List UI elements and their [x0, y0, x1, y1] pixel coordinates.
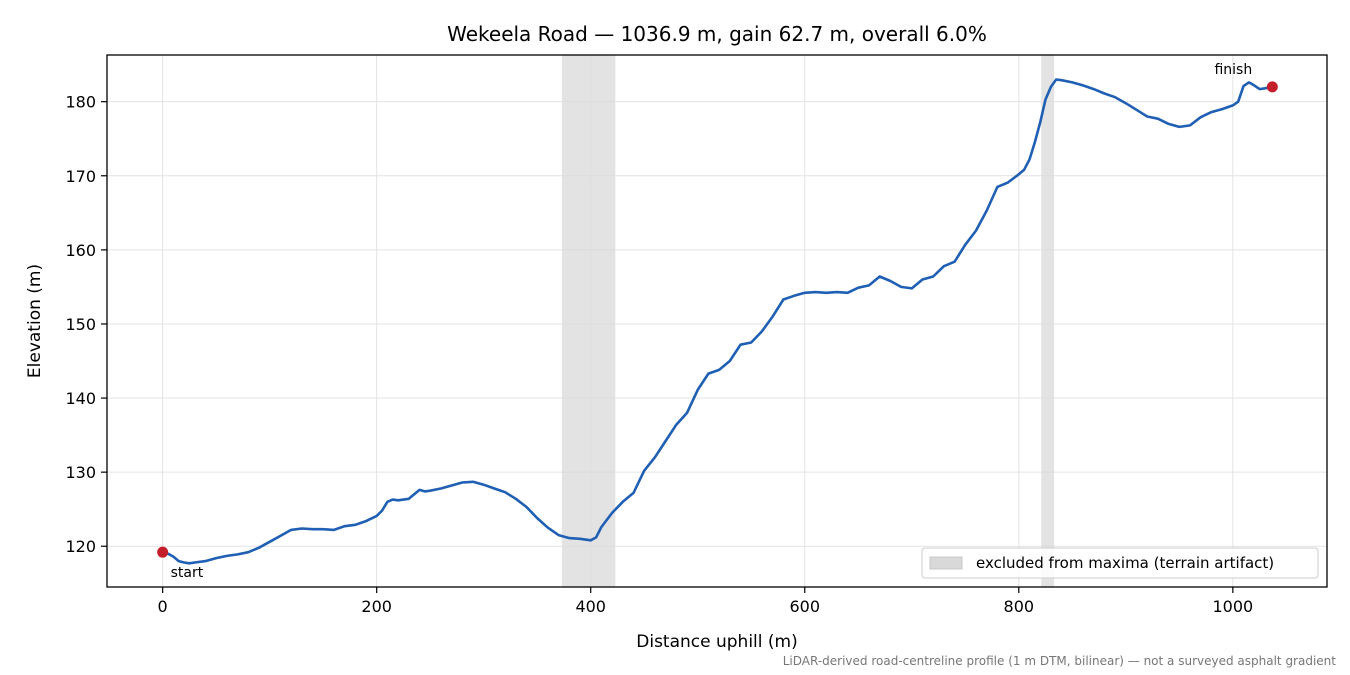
excluded-range — [1041, 55, 1055, 587]
y-tick-label: 170 — [65, 167, 96, 186]
x-tick-label: 0 — [158, 597, 168, 616]
y-tick-label: 130 — [65, 463, 96, 482]
y-tick-label: 180 — [65, 93, 96, 112]
y-tick-label: 120 — [65, 537, 96, 556]
start-annotation: start — [171, 565, 204, 581]
finish-annotation: finish — [1214, 62, 1252, 78]
finish-marker — [1266, 81, 1278, 93]
series-layer — [161, 78, 1274, 565]
y-axis-title: Elevation (m) — [25, 264, 45, 378]
y-tick-label: 140 — [65, 389, 96, 408]
footnote: LiDAR-derived road-centreline profile (1… — [783, 654, 1337, 668]
legend-label-excluded: excluded from maxima (terrain artifact) — [976, 554, 1274, 572]
y-tick-label: 160 — [65, 241, 96, 260]
x-tick-label: 200 — [361, 597, 392, 616]
plot-frame — [106, 54, 1328, 588]
x-tick-label: 1000 — [1212, 597, 1253, 616]
grid — [107, 55, 1327, 587]
x-axis-title: Distance uphill (m) — [636, 632, 797, 652]
x-tick-label: 800 — [1004, 597, 1035, 616]
legend-swatch-excluded — [929, 556, 963, 570]
y-tick-label: 150 — [65, 315, 96, 334]
legend: excluded from maxima (terrain artifact) — [921, 547, 1319, 579]
start-marker — [157, 546, 169, 558]
axis-ticks: 0 200 400 600 800 1000 120 130 140 150 160 170 180 — [65, 93, 1253, 616]
excluded-range — [561, 55, 616, 587]
excluded-regions — [561, 55, 1055, 587]
marker-layer — [157, 81, 1278, 558]
legend-box — [921, 547, 1319, 579]
x-tick-label: 400 — [575, 597, 606, 616]
elevation-line — [161, 78, 1274, 565]
chart-title: Wekeela Road — 1036.9 m, gain 62.7 m, ov… — [447, 22, 987, 46]
x-tick-label: 600 — [789, 597, 820, 616]
